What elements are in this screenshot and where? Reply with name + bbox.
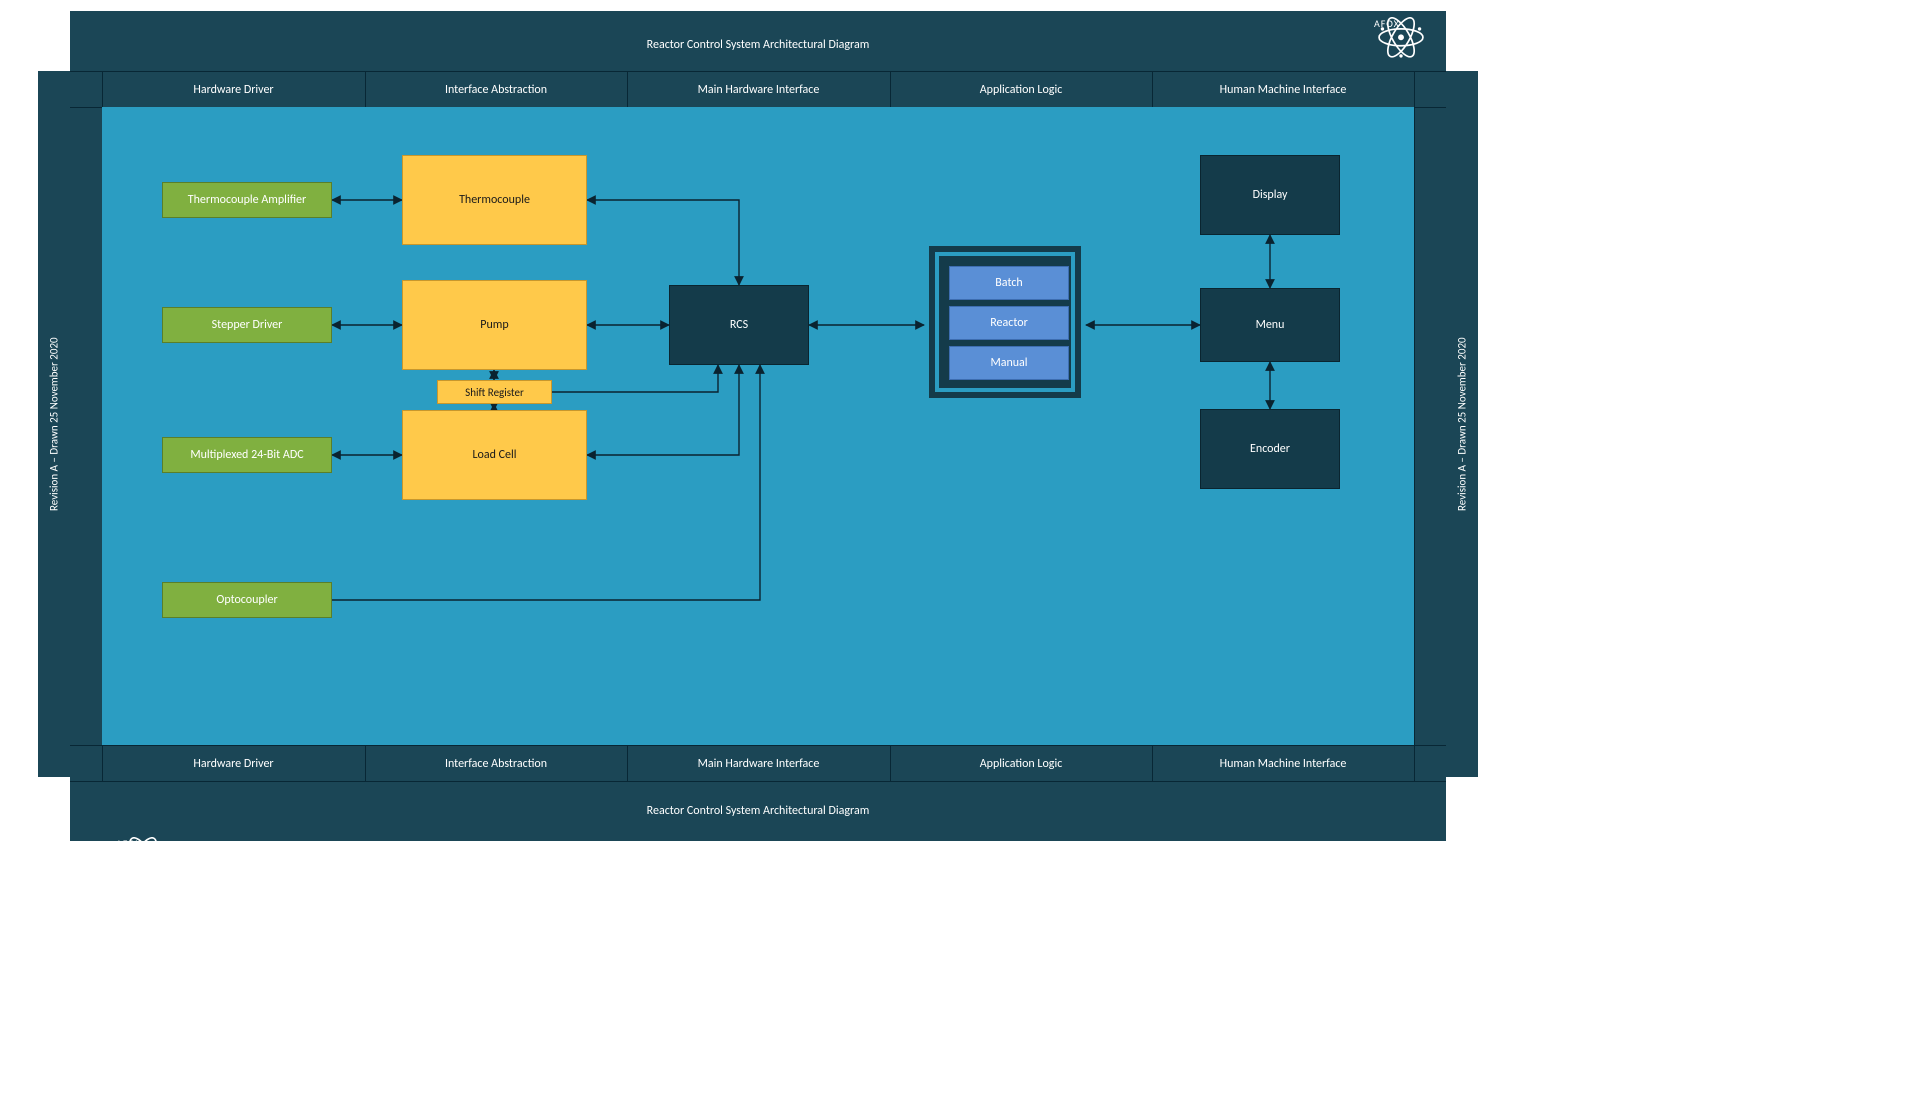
- col-header-application-logic: Application Logic: [890, 83, 1152, 97]
- separator: [70, 71, 1446, 72]
- diagram-title-bottom: Reactor Control System Architectural Dia…: [70, 804, 1446, 818]
- diagram-frame: AFOX AFOX Reactor Control System Archite…: [70, 11, 1446, 841]
- node-shift-register: Shift Register: [437, 380, 552, 404]
- col-footer-hmi: Human Machine Interface: [1152, 757, 1414, 771]
- separator: [1414, 71, 1415, 781]
- separator: [70, 781, 1446, 782]
- app-item-reactor: Reactor: [949, 306, 1069, 340]
- node-display: Display: [1200, 155, 1340, 235]
- col-footer-interface-abstraction: Interface Abstraction: [365, 757, 627, 771]
- revision-label-right: Revision A – Drawn 25 November 2020: [1446, 71, 1478, 777]
- col-header-interface-abstraction: Interface Abstraction: [365, 83, 627, 97]
- app-item-batch: Batch: [949, 266, 1069, 300]
- node-rcs: RCS: [669, 285, 809, 365]
- node-encoder: Encoder: [1200, 409, 1340, 489]
- revision-label-left: Revision A – Drawn 25 November 2020: [38, 71, 70, 777]
- node-load-cell: Load Cell: [402, 410, 587, 500]
- col-header-hardware-driver: Hardware Driver: [102, 83, 365, 97]
- col-footer-application-logic: Application Logic: [890, 757, 1152, 771]
- col-footer-hardware-driver: Hardware Driver: [102, 757, 365, 771]
- node-stepper-driver: Stepper Driver: [162, 307, 332, 343]
- brand-text-bottom: AFOX: [116, 837, 142, 850]
- node-menu: Menu: [1200, 288, 1340, 362]
- separator: [70, 745, 1446, 746]
- app-panel: Batch Reactor Manual: [935, 252, 1075, 392]
- diagram-canvas: Thermocouple Amplifier Stepper Driver Mu…: [102, 107, 1414, 745]
- node-pump: Pump: [402, 280, 587, 370]
- col-footer-main-hardware-interface: Main Hardware Interface: [627, 757, 890, 771]
- diagram-title-top: Reactor Control System Architectural Dia…: [70, 38, 1446, 52]
- node-thermocouple: Thermocouple: [402, 155, 587, 245]
- col-header-main-hardware-interface: Main Hardware Interface: [627, 83, 890, 97]
- node-multiplexed-adc: Multiplexed 24-Bit ADC: [162, 437, 332, 473]
- node-thermocouple-amplifier: Thermocouple Amplifier: [162, 182, 332, 218]
- connector-thermocouple-rcs: [587, 200, 739, 285]
- brand-text-top: AFOX: [1374, 17, 1400, 30]
- node-optocoupler: Optocoupler: [162, 582, 332, 618]
- col-header-hmi: Human Machine Interface: [1152, 83, 1414, 97]
- connector-load_cell-rcs: [587, 365, 739, 455]
- app-item-manual: Manual: [949, 346, 1069, 380]
